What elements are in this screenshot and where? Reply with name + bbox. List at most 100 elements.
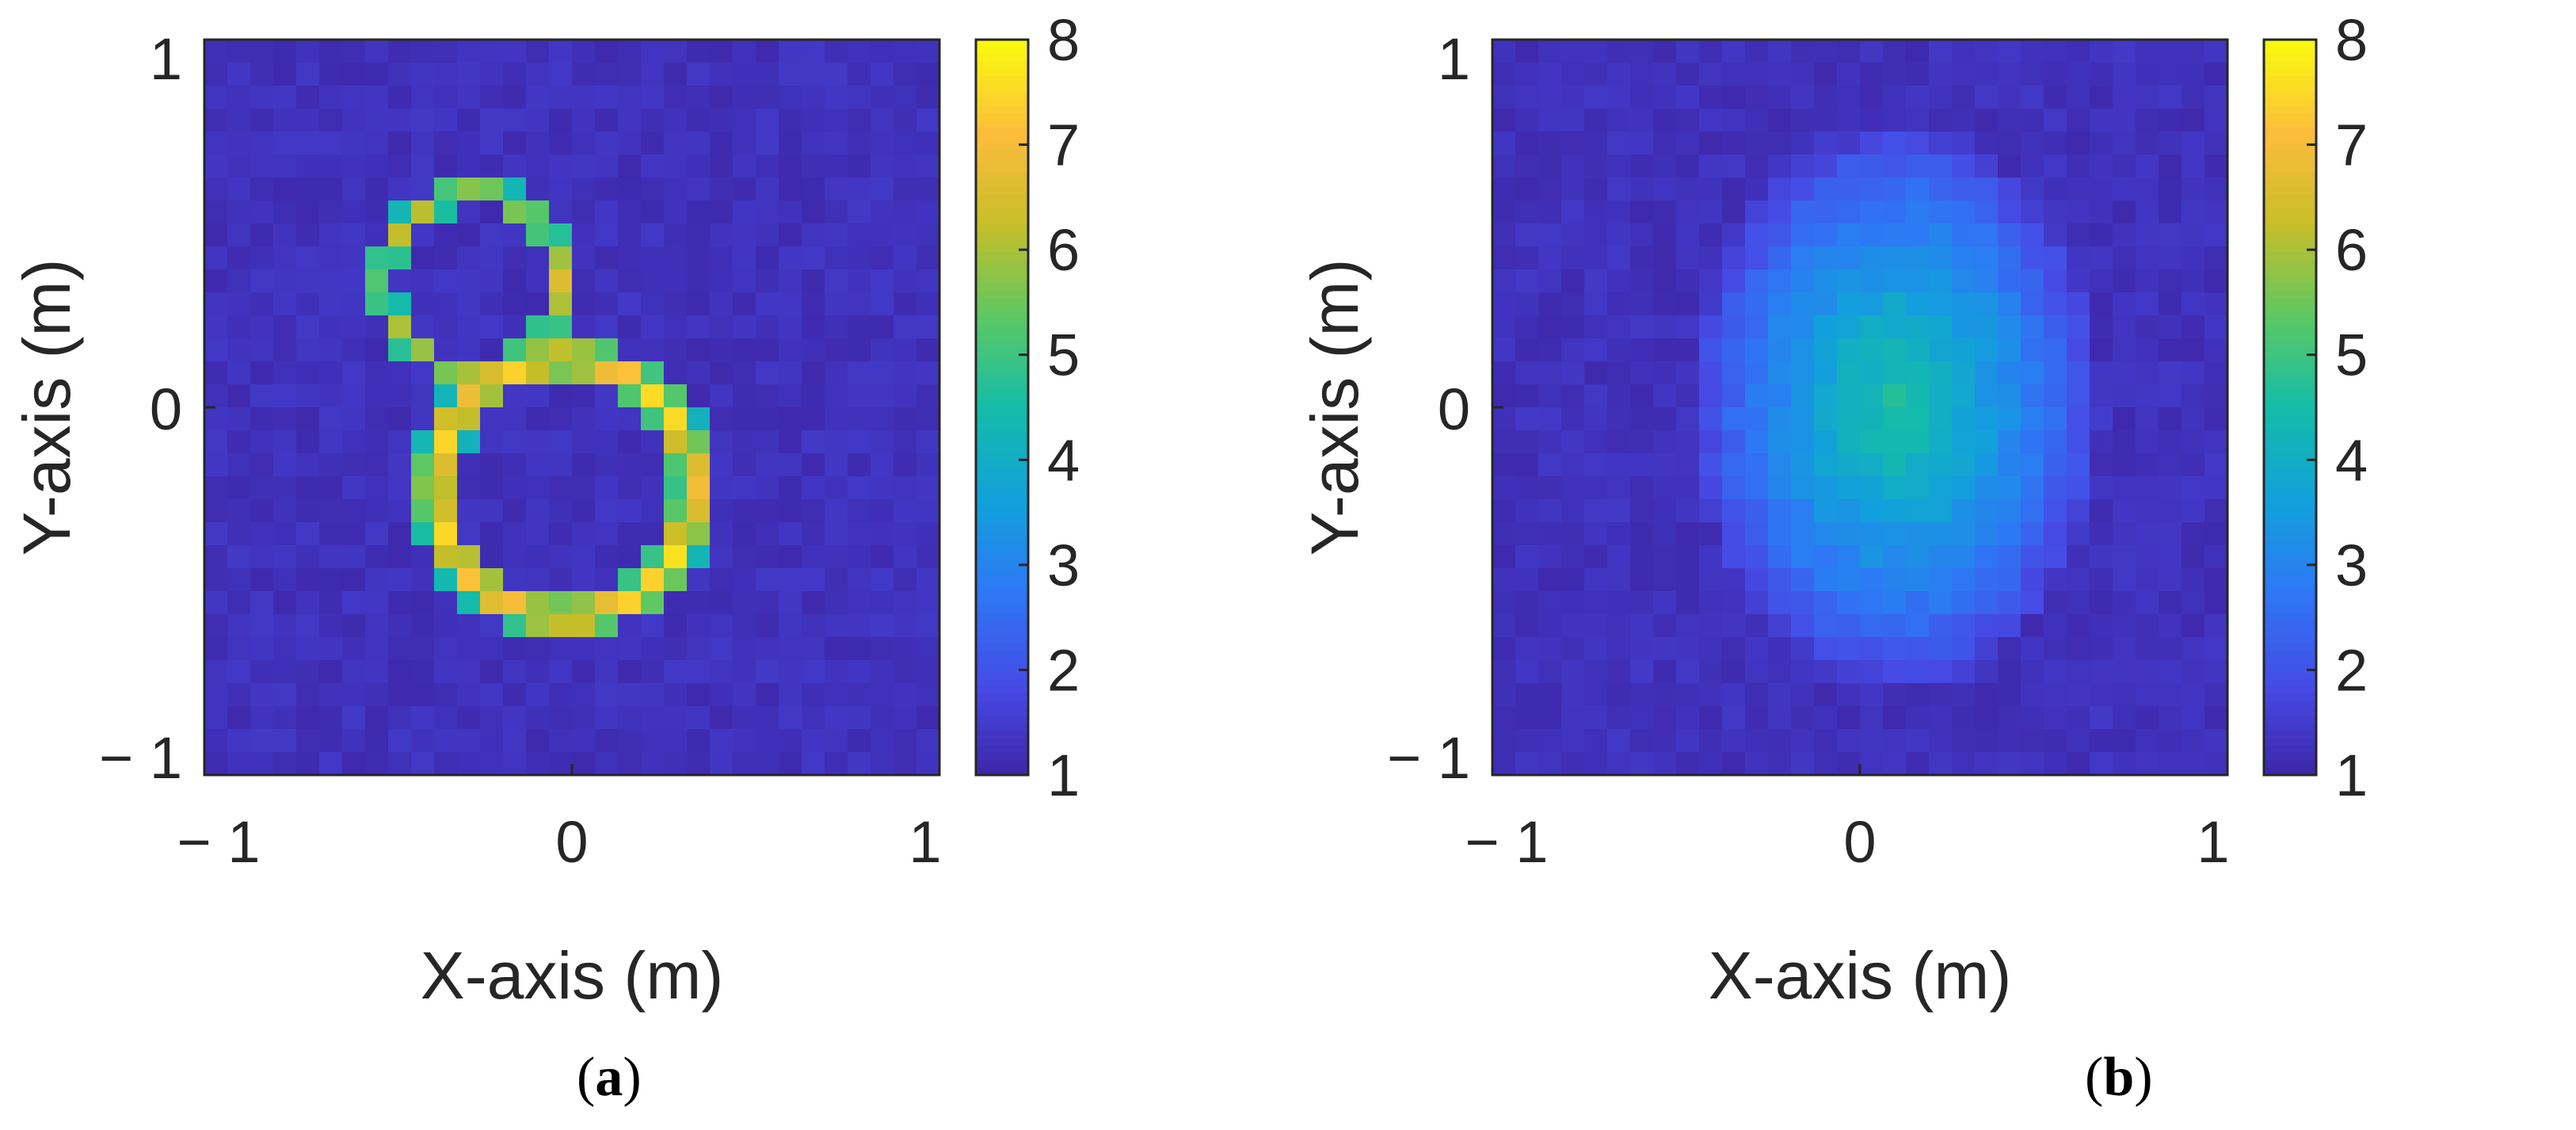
heatmap-cell — [1722, 614, 1746, 638]
heatmap-cell — [388, 545, 412, 569]
heatmap-cell — [319, 568, 343, 592]
heatmap-cell — [526, 63, 550, 86]
heatmap-cell — [1883, 361, 1907, 385]
heatmap-cell — [618, 499, 642, 523]
heatmap-cell — [204, 40, 228, 63]
heatmap-cell — [871, 86, 894, 109]
heatmap-cell — [1791, 407, 1815, 431]
heatmap-cell — [2136, 545, 2159, 569]
colorbar-segment — [976, 274, 1028, 284]
heatmap-cell — [825, 614, 848, 638]
heatmap-cell — [1607, 384, 1631, 408]
heatmap-cell — [756, 155, 779, 178]
heatmap-cell — [1860, 246, 1884, 270]
heatmap-cell — [2204, 63, 2228, 86]
heatmap-cell — [480, 40, 504, 63]
heatmap-cell — [848, 246, 871, 270]
heatmap-cell — [1699, 430, 1723, 454]
heatmap-cell — [2044, 545, 2067, 569]
heatmap-cell — [802, 660, 825, 684]
heatmap-cell — [2159, 315, 2182, 339]
colorbar-segment — [2264, 628, 2316, 636]
heatmap-cell — [710, 591, 734, 615]
heatmap-cell — [342, 155, 366, 178]
heatmap-cell — [227, 63, 251, 86]
heatmap-cell — [572, 614, 596, 638]
x-axis-label: X-axis (m) — [421, 938, 724, 1013]
heatmap-cell — [227, 246, 251, 270]
heatmap-cell — [365, 384, 389, 408]
heatmap-cell — [618, 614, 642, 638]
heatmap-cell — [1975, 338, 1999, 362]
heatmap-cell — [480, 223, 504, 247]
heatmap-cell — [342, 430, 366, 454]
colorbar-segment — [976, 348, 1028, 357]
heatmap-cell — [1837, 729, 1861, 753]
heatmap-cell — [480, 568, 504, 592]
colorbar-tick-label: 2 — [2335, 637, 2368, 703]
heatmap-cell — [779, 178, 802, 201]
heatmap-cell — [1768, 40, 1792, 63]
heatmap-cell — [825, 269, 848, 293]
heatmap-cell — [296, 223, 320, 247]
heatmap-cell — [756, 338, 779, 362]
colorbar-segment — [976, 451, 1028, 460]
colorbar-segment — [976, 657, 1028, 666]
heatmap-cell — [1722, 706, 1746, 730]
heatmap-cell — [365, 40, 389, 63]
heatmap-cell — [2090, 246, 2113, 270]
colorbar-segment — [976, 723, 1028, 732]
colorbar-segment — [976, 554, 1028, 563]
heatmap-cell — [2113, 591, 2136, 615]
heatmap-cell — [618, 109, 642, 132]
heatmap-cell — [779, 637, 802, 661]
heatmap-cell — [549, 292, 573, 316]
heatmap-cell — [664, 453, 688, 477]
heatmap-cell — [2204, 407, 2228, 431]
heatmap-cell — [1837, 155, 1861, 178]
heatmap-cell — [1745, 545, 1769, 569]
colorbar-tick-label: 3 — [1047, 533, 1080, 598]
heatmap-cell — [457, 568, 481, 592]
heatmap-cell — [1630, 178, 1654, 201]
colorbar-segment — [976, 561, 1028, 570]
heatmap-cell — [756, 63, 779, 86]
heatmap-cell — [457, 361, 481, 385]
heatmap-cell — [1699, 361, 1723, 385]
heatmap-cell — [871, 361, 894, 385]
heatmap-cell — [687, 246, 711, 270]
heatmap-cell — [1791, 430, 1815, 454]
heatmap-cell — [572, 752, 596, 776]
heatmap-cell — [802, 384, 825, 408]
heatmap-cell — [1768, 499, 1792, 523]
heatmap-cell — [2090, 522, 2113, 546]
heatmap-cell — [2182, 200, 2205, 224]
heatmap-cell — [894, 660, 917, 684]
heatmap-cell — [1630, 292, 1654, 316]
heatmap-cell — [871, 269, 894, 293]
heatmap-cell — [204, 178, 228, 201]
heatmap-cell — [1630, 568, 1654, 592]
colorbar-segment — [2264, 547, 2316, 555]
heatmap-cell — [1676, 63, 1700, 86]
heatmap-cell — [319, 292, 343, 316]
heatmap-cell — [710, 637, 734, 661]
heatmap-cell — [1653, 637, 1677, 661]
y-tick-label: 1 — [1438, 26, 1470, 92]
heatmap-cell — [1630, 40, 1654, 63]
heatmap-cell — [710, 361, 734, 385]
heatmap-cell — [2204, 132, 2228, 155]
heatmap-cell — [916, 637, 940, 661]
colorbar-segment — [2264, 525, 2316, 533]
heatmap-cell — [1745, 522, 1769, 546]
heatmap-cell — [250, 384, 274, 408]
heatmap-cell — [1906, 683, 1930, 707]
colorbar-segment — [976, 605, 1028, 614]
colorbar-segment — [976, 135, 1028, 143]
heatmap-cell — [641, 660, 665, 684]
heatmap-cell — [2204, 453, 2228, 477]
heatmap-cell — [1791, 63, 1815, 86]
heatmap-cell — [871, 338, 894, 362]
heatmap-cell — [1722, 132, 1746, 155]
heatmap-cell — [1561, 499, 1585, 523]
